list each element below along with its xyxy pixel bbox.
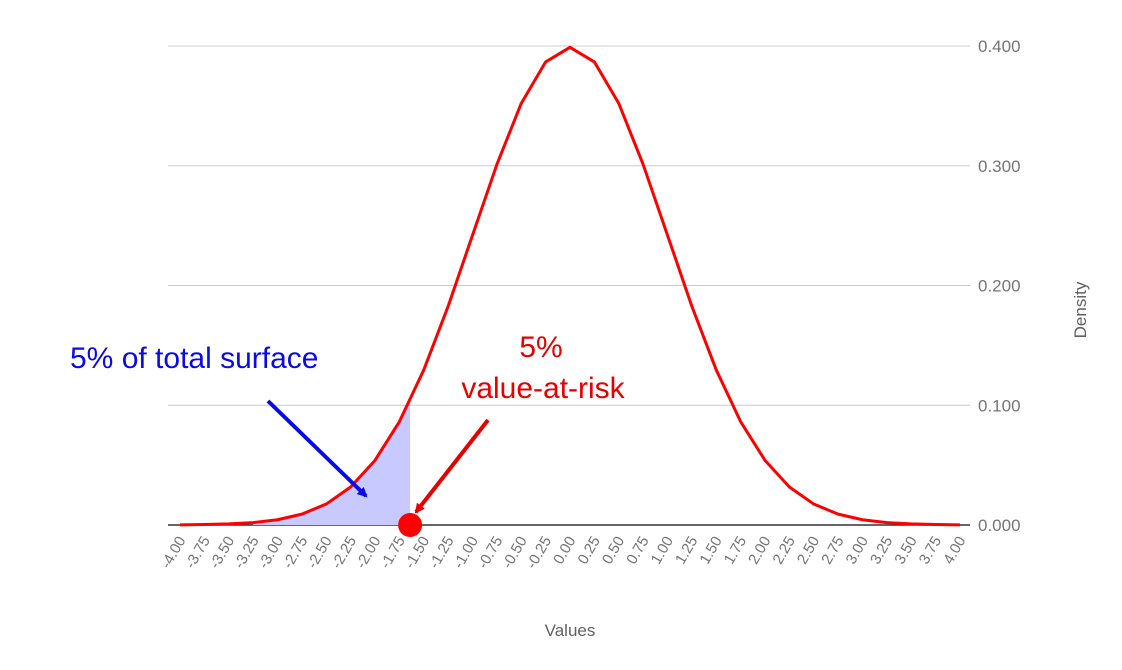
x-tick-label: 2.50 (794, 534, 823, 568)
x-tick-label: 2.25 (770, 534, 799, 568)
x-tick-label: -3.25 (231, 534, 263, 572)
x-tick-label: -1.00 (450, 534, 482, 572)
x-tick-label: 3.00 (843, 534, 872, 568)
x-tick-label: -0.50 (499, 534, 531, 572)
x-tick-label: -2.25 (328, 534, 360, 572)
x-tick-label: -2.00 (353, 534, 385, 572)
x-tick-label: -0.75 (475, 534, 507, 572)
x-tick-label: 1.75 (721, 534, 750, 568)
x-tick-label: 0.25 (575, 534, 604, 568)
y-tick-label: 0.200 (978, 277, 1021, 296)
y-tick-label: 0.100 (978, 396, 1021, 415)
var-arrow (414, 418, 490, 514)
x-tick-label: 3.75 (916, 534, 945, 568)
x-tick-label: -3.75 (182, 534, 214, 572)
x-tick-label: -1.25 (426, 534, 458, 572)
x-tick-label: 0.75 (623, 534, 652, 568)
x-tick-label: -2.50 (304, 534, 336, 572)
x-tick-label: -2.75 (280, 534, 312, 572)
x-tick-label: -1.75 (377, 534, 409, 572)
y-tick-label: 0.300 (978, 157, 1021, 176)
y-axis-title: Density (1071, 281, 1090, 338)
y-tick-label: 0.000 (978, 516, 1021, 535)
x-tick-labels: -4.00-3.75-3.50-3.25-3.00-2.75-2.50-2.25… (158, 534, 970, 572)
surface-annotation: 5% of total surface (70, 342, 318, 375)
x-tick-label: -3.00 (255, 534, 287, 572)
x-tick-label: -4.00 (158, 534, 190, 572)
x-tick-label: 1.25 (672, 534, 701, 568)
x-tick-label: 1.50 (696, 534, 725, 568)
shaded-area-layer (253, 400, 411, 525)
surface-arrow (266, 399, 368, 498)
density-curve (179, 45, 961, 527)
x-axis-title: Values (545, 621, 596, 640)
x-tick-label: 3.50 (891, 534, 920, 568)
x-tick-label: -3.50 (206, 534, 238, 572)
x-tick-label: 0.50 (599, 534, 628, 568)
x-tick-label: 2.75 (818, 534, 847, 568)
x-tick-label: 4.00 (940, 534, 969, 568)
gridlines (168, 45, 970, 526)
x-tick-label: 3.25 (867, 534, 896, 568)
annotation-layer (398, 513, 423, 537)
var-point (398, 513, 423, 537)
x-tick-label: 0.00 (550, 534, 579, 568)
var-annotation-line2: value-at-risk (461, 372, 625, 405)
shaded-tail-area (253, 400, 411, 525)
var-annotation-line1: 5% (519, 331, 562, 364)
y-tick-label: 0.400 (978, 37, 1021, 56)
x-tick-label: 2.00 (745, 534, 774, 568)
x-tick-label: -0.25 (523, 534, 555, 572)
x-tick-label: 1.00 (648, 534, 677, 568)
x-tick-label: -1.50 (401, 534, 433, 572)
y-tick-labels: 0.000 0.100 0.200 0.300 0.400 (978, 37, 1021, 535)
series-layer (179, 45, 961, 527)
